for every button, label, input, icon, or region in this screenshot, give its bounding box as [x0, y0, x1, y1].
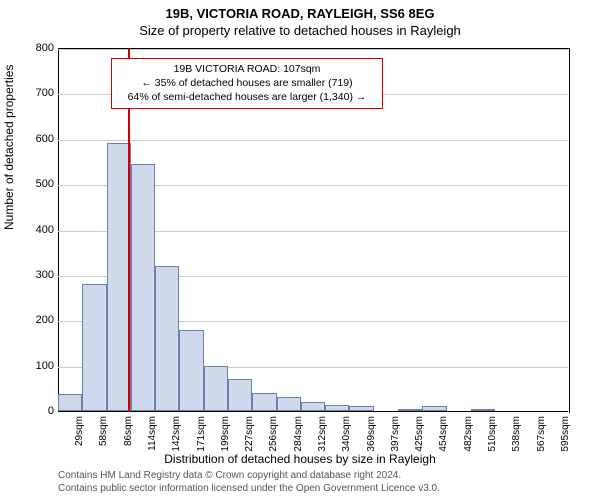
histogram-bar [398, 409, 422, 411]
y-tick-label: 200 [16, 314, 54, 326]
histogram-bar [252, 393, 276, 411]
y-tick-label: 400 [16, 224, 54, 236]
gridline [58, 49, 568, 50]
histogram-bar [277, 397, 301, 411]
chart-title: Size of property relative to detached ho… [0, 21, 600, 38]
footer-line-2: Contains public sector information licen… [58, 483, 440, 496]
x-axis-label: Distribution of detached houses by size … [0, 452, 600, 466]
histogram-bar [58, 394, 82, 411]
histogram-bar [204, 366, 228, 411]
histogram-bar [228, 379, 252, 411]
y-tick-label: 100 [16, 360, 54, 372]
y-tick-label: 300 [16, 269, 54, 281]
histogram-bar [155, 266, 179, 411]
annotation-line: 64% of semi-detached houses are larger (… [118, 90, 376, 104]
chart-area: 19B VICTORIA ROAD: 107sqm← 35% of detach… [58, 48, 570, 413]
histogram-bar [131, 164, 155, 411]
plot-area: 19B VICTORIA ROAD: 107sqm← 35% of detach… [58, 49, 568, 412]
annotation-line: ← 35% of detached houses are smaller (71… [118, 76, 376, 90]
histogram-bar [325, 405, 349, 411]
footer: Contains HM Land Registry data © Crown c… [58, 470, 440, 495]
histogram-bar [349, 406, 373, 411]
histogram-bar [82, 284, 106, 411]
histogram-bar [301, 402, 325, 411]
annotation-box: 19B VICTORIA ROAD: 107sqm← 35% of detach… [111, 58, 383, 109]
y-axis-label: Number of detached properties [2, 65, 16, 230]
footer-line-1: Contains HM Land Registry data © Crown c… [58, 470, 440, 483]
histogram-bar [422, 406, 446, 411]
y-tick-label: 0 [16, 405, 54, 417]
y-tick-label: 600 [16, 133, 54, 145]
histogram-bar [179, 330, 203, 411]
gridline [58, 140, 568, 141]
annotation-line: 19B VICTORIA ROAD: 107sqm [118, 62, 376, 76]
x-axis-line [58, 411, 568, 412]
address-line: 19B, VICTORIA ROAD, RAYLEIGH, SS6 8EG [0, 0, 600, 21]
histogram-bar [471, 409, 495, 411]
y-tick-label: 700 [16, 87, 54, 99]
chart-container: 19B, VICTORIA ROAD, RAYLEIGH, SS6 8EG Si… [0, 0, 600, 500]
y-tick-label: 500 [16, 178, 54, 190]
y-tick-label: 800 [16, 42, 54, 54]
histogram-bar [107, 143, 131, 411]
